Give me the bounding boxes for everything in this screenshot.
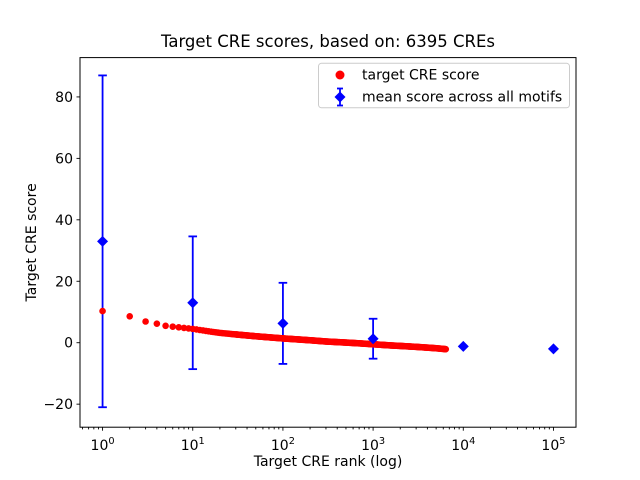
- svg-text:60: 60: [55, 151, 73, 167]
- x-tick-labels: 100 101 102 103 104 105: [91, 436, 566, 454]
- svg-text:20: 20: [55, 274, 73, 290]
- legend-marker-circle-icon: [335, 70, 345, 80]
- red-scatter-layer: [99, 307, 450, 353]
- legend-frame: [318, 62, 570, 109]
- plot-border: [79, 57, 577, 428]
- svg-text:105: 105: [541, 436, 565, 454]
- y-axis-label: Target CRE score: [24, 183, 40, 302]
- legend: target CRE score mean score across all m…: [318, 62, 570, 109]
- chart-title: Target CRE scores, based on: 6395 CREs: [160, 32, 495, 51]
- svg-text:100: 100: [91, 436, 115, 454]
- svg-text:40: 40: [55, 213, 73, 229]
- x-major-ticks: [102, 427, 554, 431]
- x-axis-label: Target CRE rank (log): [253, 454, 403, 470]
- svg-text:103: 103: [361, 436, 385, 454]
- legend-marker-diamond-icon: [334, 87, 346, 107]
- legend-label-target-cre-score: target CRE score: [362, 68, 479, 84]
- y-major-ticks: [76, 96, 80, 405]
- svg-text:−20: −20: [43, 397, 73, 413]
- legend-label-mean-score: mean score across all motifs: [362, 90, 562, 106]
- blue-diamond-layer: [97, 235, 559, 355]
- svg-text:102: 102: [271, 436, 295, 454]
- y-tick-labels: −20 0 20 40 60 80: [43, 90, 73, 413]
- errorbar-lines-layer: [98, 74, 555, 409]
- svg-text:101: 101: [181, 436, 205, 454]
- svg-text:104: 104: [451, 436, 475, 454]
- svg-text:0: 0: [64, 336, 73, 352]
- svg-text:80: 80: [55, 90, 73, 106]
